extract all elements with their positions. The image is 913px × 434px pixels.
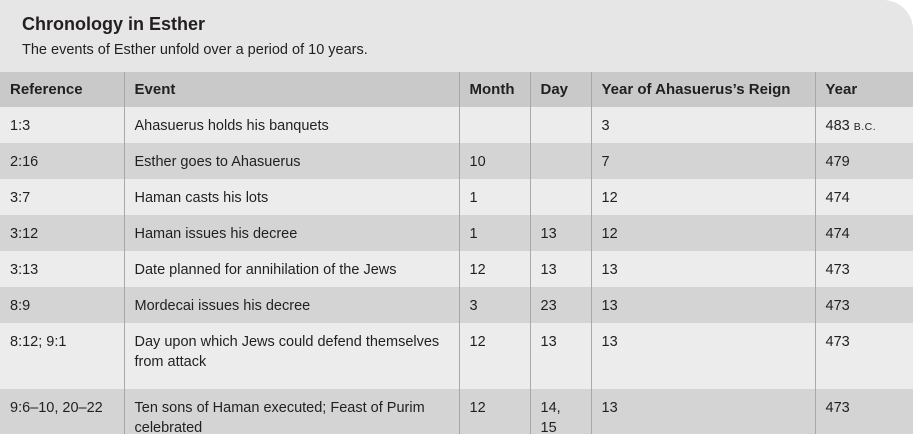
cell-day: 14, 15 xyxy=(529,389,591,434)
page-title: Chronology in Esther xyxy=(22,14,206,34)
cell-event: Esther goes to Ahasuerus xyxy=(123,143,459,179)
cell-day xyxy=(529,107,591,143)
cell-day: 13 xyxy=(529,215,591,251)
cell-reign-year: 7 xyxy=(590,143,815,179)
column-header-year: Year xyxy=(814,72,913,107)
cell-reign-year: 13 xyxy=(590,251,815,287)
cell-reign-year: 3 xyxy=(590,107,815,143)
table-row: 8:9 Mordecai issues his decree 3 23 13 4… xyxy=(0,287,913,323)
cell-year: 479 xyxy=(814,143,913,179)
cell-event: Day upon which Jews could defend themsel… xyxy=(123,323,459,389)
cell-month: 12 xyxy=(458,389,530,434)
card-header: Chronology in Esther The events of Esthe… xyxy=(0,0,913,72)
page-subtitle: The events of Esther unfold over a perio… xyxy=(22,42,368,58)
cell-reference: 8:12; 9:1 xyxy=(0,323,124,389)
table-row: 8:12; 9:1 Day upon which Jews could defe… xyxy=(0,323,913,389)
table-row: 3:12 Haman issues his decree 1 13 12 474 xyxy=(0,215,913,251)
column-header-reign-year: Year of Ahasuerus’s Reign xyxy=(590,72,815,107)
cell-reference: 1:3 xyxy=(0,107,124,143)
cell-reference: 3:13 xyxy=(0,251,124,287)
table-row: 1:3 Ahasuerus holds his banquets 3 483 B… xyxy=(0,107,913,143)
column-header-reference: Reference xyxy=(0,72,124,107)
table-row: 3:13 Date planned for annihilation of th… xyxy=(0,251,913,287)
cell-day: 13 xyxy=(529,323,591,389)
cell-day: 23 xyxy=(529,287,591,323)
cell-month: 10 xyxy=(458,143,530,179)
era-label: B.C. xyxy=(853,121,877,133)
cell-reference: 9:6–10, 20–22 xyxy=(0,389,124,434)
column-header-day: Day xyxy=(529,72,591,107)
cell-event: Haman issues his decree xyxy=(123,215,459,251)
cell-month: 3 xyxy=(458,287,530,323)
cell-month xyxy=(458,107,530,143)
cell-day: 13 xyxy=(529,251,591,287)
cell-event: Mordecai issues his decree xyxy=(123,287,459,323)
cell-month: 12 xyxy=(458,251,530,287)
cell-reference: 3:12 xyxy=(0,215,124,251)
cell-year: 473 xyxy=(814,251,913,287)
cell-reign-year: 13 xyxy=(590,287,815,323)
cell-reign-year: 12 xyxy=(590,215,815,251)
cell-year: 474 xyxy=(814,179,913,215)
cell-event: Haman casts his lots xyxy=(123,179,459,215)
column-header-event: Event xyxy=(123,72,459,107)
cell-year: 483 B.C. xyxy=(814,107,913,143)
cell-event: Date planned for annihilation of the Jew… xyxy=(123,251,459,287)
cell-event: Ten sons of Haman executed; Feast of Pur… xyxy=(123,389,459,434)
table-row: 9:6–10, 20–22 Ten sons of Haman executed… xyxy=(0,389,913,434)
cell-day xyxy=(529,143,591,179)
table-row: 2:16 Esther goes to Ahasuerus 10 7 479 xyxy=(0,143,913,179)
cell-event: Ahasuerus holds his banquets xyxy=(123,107,459,143)
cell-year: 473 xyxy=(814,323,913,389)
table-header-row: Reference Event Month Day Year of Ahasue… xyxy=(0,72,913,107)
cell-year: 474 xyxy=(814,215,913,251)
cell-year: 473 xyxy=(814,389,913,434)
cell-day xyxy=(529,179,591,215)
cell-month: 1 xyxy=(458,215,530,251)
cell-reference: 2:16 xyxy=(0,143,124,179)
cell-reign-year: 13 xyxy=(590,389,815,434)
cell-reign-year: 12 xyxy=(590,179,815,215)
cell-month: 1 xyxy=(458,179,530,215)
cell-month: 12 xyxy=(458,323,530,389)
year-value: 483 xyxy=(825,118,850,134)
cell-reference: 3:7 xyxy=(0,179,124,215)
column-header-month: Month xyxy=(458,72,530,107)
table-row: 3:7 Haman casts his lots 1 12 474 xyxy=(0,179,913,215)
chronology-table: Reference Event Month Day Year of Ahasue… xyxy=(0,72,913,434)
cell-year: 473 xyxy=(814,287,913,323)
cell-reign-year: 13 xyxy=(590,323,815,389)
cell-reference: 8:9 xyxy=(0,287,124,323)
